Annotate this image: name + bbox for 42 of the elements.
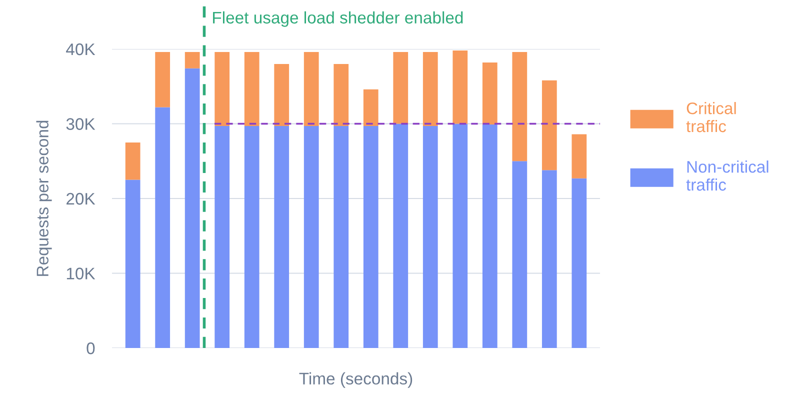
- bar: [482, 124, 498, 348]
- bar: [512, 52, 528, 162]
- bar: [155, 52, 170, 108]
- y-tick-label: 20K: [66, 192, 96, 205]
- bar: [214, 126, 230, 348]
- bar: [155, 107, 170, 348]
- bar: [125, 142, 140, 180]
- bar: [214, 52, 230, 126]
- bar: [393, 124, 408, 348]
- bar: [274, 126, 290, 348]
- bar: [542, 80, 557, 170]
- bar: [274, 64, 290, 126]
- y-axis-title: Requests per second: [36, 120, 52, 276]
- bar: [482, 62, 498, 124]
- bar: [244, 126, 260, 348]
- bar: [572, 178, 587, 348]
- text: Fleet usage load shedder enabled: [213, 11, 463, 27]
- bar: [422, 126, 438, 348]
- legend-label: Non-critical traffic: [686, 160, 768, 191]
- x-axis-title: Time (seconds): [299, 372, 412, 388]
- bar: [363, 126, 378, 348]
- bar: [542, 170, 557, 348]
- bar: [572, 134, 587, 178]
- bar: [452, 50, 468, 124]
- bar: [184, 52, 200, 68]
- bar: [244, 52, 260, 126]
- y-tick-label: 10K: [66, 268, 96, 280]
- bar: [452, 124, 468, 348]
- bar: [512, 161, 528, 348]
- bar: [363, 89, 378, 126]
- bar: [334, 64, 349, 126]
- y-tick-label: 0: [86, 342, 95, 354]
- bar: [304, 126, 319, 348]
- bar: [184, 68, 200, 348]
- y-tick-label: 40K: [66, 43, 96, 56]
- bar: [422, 52, 438, 126]
- bar: [304, 52, 319, 126]
- bar: [393, 52, 408, 124]
- legend-label: Critical traffic: [686, 102, 736, 132]
- bar: [125, 180, 140, 348]
- bar: [334, 126, 349, 348]
- y-tick-label: 30K: [66, 118, 96, 130]
